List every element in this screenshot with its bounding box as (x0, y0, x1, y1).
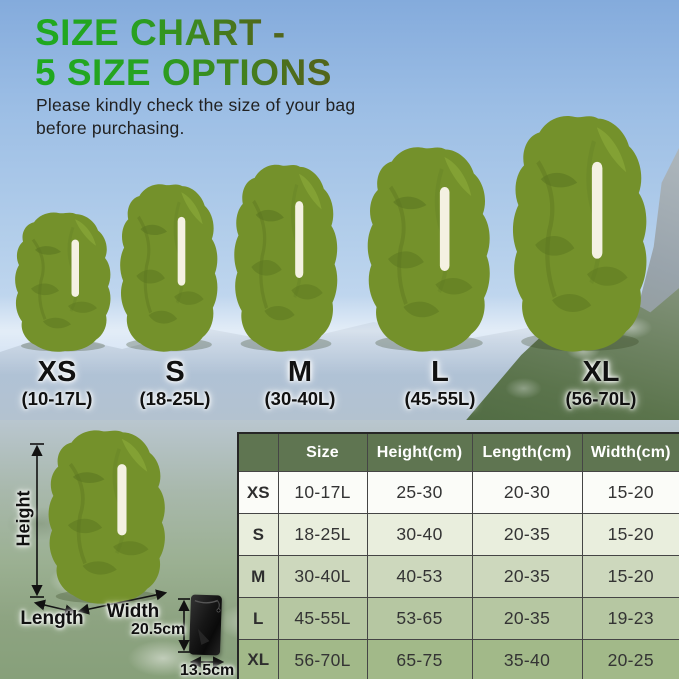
size-table: Size Height(cm) Length(cm) Width(cm) XS … (237, 432, 679, 679)
rain-cover-s (118, 182, 220, 352)
cell-length: 20-35 (471, 597, 583, 640)
cell-volume: 56-70L (277, 639, 368, 679)
table-row-m: M 30-40L 40-53 20-35 15-20 (237, 555, 679, 598)
size-letter: M (287, 356, 313, 388)
cell-width: 20-25 (581, 639, 679, 679)
rain-cover-xs (13, 211, 113, 352)
cell-width: 15-20 (581, 513, 679, 556)
cell-height: 25-30 (366, 471, 473, 514)
cell-length: 20-35 (471, 555, 583, 598)
size-letter: XS (37, 356, 77, 388)
table-row-s: S 18-25L 30-40 20-35 15-20 (237, 513, 679, 556)
table-row-l: L 45-55L 53-65 20-35 19-23 (237, 597, 679, 640)
rain-cover-measured (46, 428, 167, 604)
size-volume: (56-70L) (565, 388, 637, 409)
rain-cover-l (365, 142, 493, 352)
size-table-header-row: Size Height(cm) Length(cm) Width(cm) (237, 432, 679, 472)
size-label-xl: XL (56-70L) (566, 356, 637, 410)
length-dimension-label: Length (20, 608, 84, 629)
row-label: M (237, 555, 279, 598)
cell-height: 65-75 (366, 639, 473, 679)
cell-width: 15-20 (581, 555, 679, 598)
storage-pouch (188, 594, 223, 656)
cell-volume: 10-17L (277, 471, 368, 514)
size-volume: (45-55L) (404, 388, 476, 409)
cell-height: 40-53 (366, 555, 473, 598)
size-letter: S (165, 356, 185, 388)
cell-length: 20-35 (471, 513, 583, 556)
title-line-1: SIZE CHART - (35, 12, 286, 53)
size-table-corner-cell (237, 432, 279, 472)
pouch-height-value: 20.5cm (131, 621, 186, 638)
header-length: Length(cm) (471, 432, 583, 472)
subtitle-line-1: Please kindly check the size of your bag (36, 95, 356, 115)
size-volume: (10-17L) (21, 388, 93, 409)
size-label-m: M (30-40L) (265, 356, 336, 410)
cell-length: 35-40 (471, 639, 583, 679)
title-line-2: 5 SIZE OPTIONS (35, 52, 332, 93)
subtitle: Please kindly check the size of your bag… (36, 94, 355, 140)
page-title: SIZE CHART - 5 SIZE OPTIONS (35, 13, 332, 93)
header-size: Size (277, 432, 368, 472)
header-height: Height(cm) (366, 432, 473, 472)
cell-volume: 45-55L (277, 597, 368, 640)
cell-width: 15-20 (581, 471, 679, 514)
size-letter: XL (582, 356, 620, 388)
rain-cover-xl (510, 110, 650, 352)
table-row-xs: XS 10-17L 25-30 20-30 15-20 (237, 471, 679, 514)
size-label-xs: XS (10-17L) (22, 356, 93, 410)
header-width: Width(cm) (581, 432, 679, 472)
cell-height: 53-65 (366, 597, 473, 640)
size-label-l: L (45-55L) (405, 356, 476, 410)
cell-height: 30-40 (366, 513, 473, 556)
cell-volume: 18-25L (277, 513, 368, 556)
row-label: S (237, 513, 279, 556)
row-label: L (237, 597, 279, 640)
cell-length: 20-30 (471, 471, 583, 514)
cell-width: 19-23 (581, 597, 679, 640)
subtitle-line-2: before purchasing. (36, 118, 185, 138)
row-label: XL (237, 639, 279, 679)
drawstring-icon (194, 599, 221, 645)
rain-cover-m (232, 160, 340, 352)
size-letter: L (431, 356, 449, 388)
size-volume: (18-25L) (139, 388, 211, 409)
cell-volume: 30-40L (277, 555, 368, 598)
row-label: XS (237, 471, 279, 514)
height-dimension-label: Height (13, 490, 34, 547)
size-label-s: S (18-25L) (140, 356, 211, 410)
table-row-xl: XL 56-70L 65-75 35-40 20-25 (237, 639, 679, 679)
width-dimension-label: Width (106, 601, 160, 622)
pouch-width-value: 13.5cm (180, 662, 235, 679)
size-volume: (30-40L) (264, 388, 336, 409)
